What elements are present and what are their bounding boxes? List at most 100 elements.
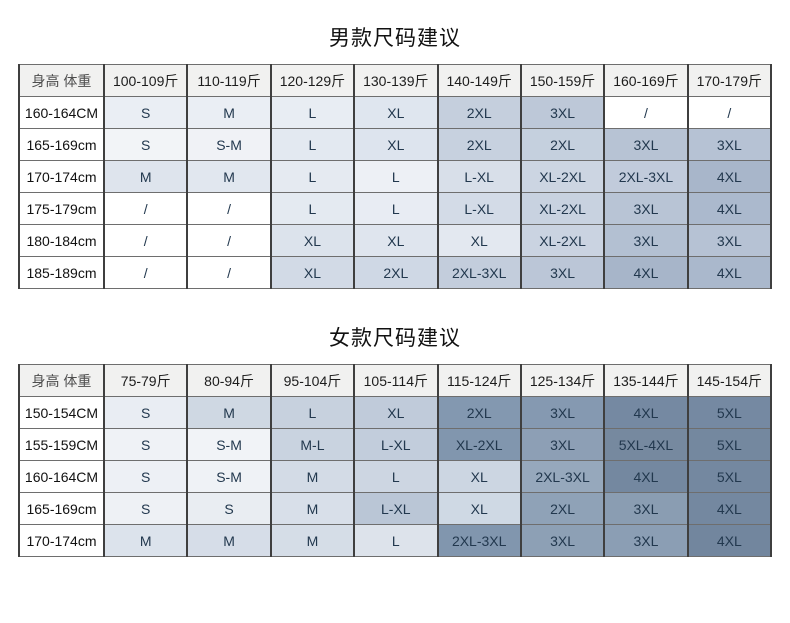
size-cell: 5XL-4XL [603,428,689,461]
size-cell: 3XL [603,224,689,257]
corner-header-height-weight: 身高 体重 [18,64,105,97]
weight-range-header: 170-179斤 [686,64,773,97]
weight-range-header: 135-144斤 [603,364,689,397]
size-cell: 2XL-3XL [603,160,689,193]
weight-range-header: 160-169斤 [603,64,689,97]
size-cell: S-M [186,128,272,161]
size-cell: / [102,192,189,225]
height-range-label: 160-164CM [18,460,105,493]
height-range-label: 165-169cm [18,492,105,525]
women-size-chart-title: 女款尺码建议 [329,327,461,350]
size-cell: 4XL [686,256,773,289]
size-cell: S [102,128,189,161]
size-cell: S [102,492,189,525]
size-cell: M [186,396,272,429]
size-cell: XL [436,460,522,493]
size-cell: M [102,160,189,193]
weight-range-header: 120-129斤 [269,64,356,97]
size-cell: XL-2XL [519,160,606,193]
size-cell: M-L [269,428,356,461]
table-row: 170-174cm M M L L L-XL XL-2XL 2XL-3XL 4XL [18,160,773,193]
table-row: 165-169cm S S-M L XL 2XL 2XL 3XL 3XL [18,128,773,161]
size-cell: / [102,224,189,257]
size-cell: S [102,428,189,461]
size-cell: L [353,160,439,193]
size-cell: L [269,96,356,129]
size-cell: XL [269,256,356,289]
size-cell: L [269,160,356,193]
size-cell: S [102,460,189,493]
size-cell: L [353,460,439,493]
size-cell: / [186,224,272,257]
size-cell: L [269,192,356,225]
header-row: 身高 体重 75-79斤 80-94斤 95-104斤 105-114斤 115-124斤… [18,364,773,397]
weight-range-header: 115-124斤 [436,364,522,397]
size-cell: M [269,492,356,525]
size-cell: / [102,256,189,289]
table-row: 165-169cm S S M L-XL XL 2XL 3XL 4XL [18,492,773,525]
size-cell: / [186,256,272,289]
size-cell: 4XL [603,396,689,429]
size-cell: XL [436,224,522,257]
size-cell: 3XL [603,524,689,557]
size-cell: XL-2XL [436,428,522,461]
size-cell: S [102,396,189,429]
size-cell: 4XL [603,460,689,493]
height-range-label: 180-184cm [18,224,105,257]
weight-range-header: 75-79斤 [102,364,189,397]
size-cell: L-XL [353,428,439,461]
size-cell: 5XL [686,460,773,493]
size-cell: L [353,192,439,225]
size-cell: M [269,524,356,557]
height-range-label: 165-169cm [18,128,105,161]
size-cell: M [102,524,189,557]
weight-range-header: 80-94斤 [186,364,272,397]
weight-range-header: 95-104斤 [269,364,356,397]
size-cell: 2XL [519,128,606,161]
size-cell: M [186,160,272,193]
size-cell: XL-2XL [519,224,606,257]
size-cell: 3XL [603,128,689,161]
height-range-label: 170-174cm [18,160,105,193]
size-cell: XL-2XL [519,192,606,225]
table-row: 150-154CM S M L XL 2XL 3XL 4XL 5XL [18,396,773,429]
size-cell: 3XL [519,96,606,129]
size-cell: 3XL [603,192,689,225]
size-cell: XL [353,128,439,161]
size-cell: 2XL [353,256,439,289]
weight-range-header: 145-154斤 [686,364,773,397]
weight-range-header: 125-134斤 [519,364,606,397]
size-cell: XL [436,492,522,525]
size-cell: 2XL-3XL [436,256,522,289]
weight-range-header: 110-119斤 [186,64,272,97]
size-cell: / [186,192,272,225]
size-cell: S-M [186,428,272,461]
size-cell: M [186,96,272,129]
size-cell: 2XL [436,128,522,161]
size-cell: L [269,396,356,429]
table-row: 170-174cm M M M L 2XL-3XL 3XL 3XL 4XL [18,524,773,557]
size-cell: 4XL [686,524,773,557]
size-cell: 3XL [686,224,773,257]
table-row: 180-184cm / / XL XL XL XL-2XL 3XL 3XL [18,224,773,257]
size-cell: L-XL [436,192,522,225]
size-cell: 4XL [686,192,773,225]
size-cell: / [686,96,773,129]
size-cell: S-M [186,460,272,493]
size-cell: XL [269,224,356,257]
women-size-table: 身高 体重 75-79斤 80-94斤 95-104斤 105-114斤 115-124斤… [18,364,773,557]
size-cell: S [102,96,189,129]
header-row: 身高 体重 100-109斤 110-119斤 120-129斤 130-139斤 140… [18,64,773,97]
size-cell: M [186,524,272,557]
height-range-label: 170-174cm [18,524,105,557]
size-cell: 2XL [436,396,522,429]
height-range-label: 185-189cm [18,256,105,289]
table-row: 175-179cm / / L L L-XL XL-2XL 3XL 4XL [18,192,773,225]
height-range-label: 155-159CM [18,428,105,461]
size-cell: XL [353,396,439,429]
size-cell: M [269,460,356,493]
weight-range-header: 140-149斤 [436,64,522,97]
men-size-chart-title: 男款尺码建议 [329,27,461,50]
size-cell: 3XL [686,128,773,161]
size-cell: 2XL [436,96,522,129]
